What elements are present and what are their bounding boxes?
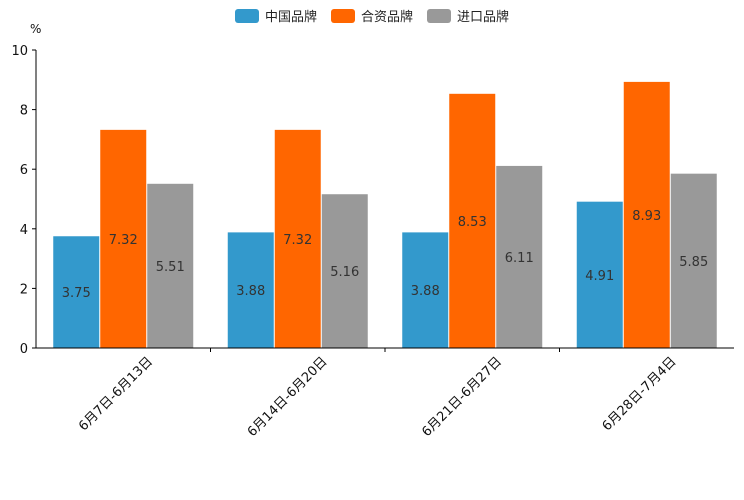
bar-imported-brand: [321, 194, 368, 348]
y-axis: 0 2 4 6 8 10: [11, 44, 37, 357]
y-tick-label: 10: [11, 44, 28, 59]
legend-label: 合资品牌: [361, 9, 413, 25]
bar-imported-brand: [670, 173, 717, 348]
x-axis: 6月7日-6月13日 6月14日-6月20日 6月21日-6月27日 6月28日-7月…: [36, 347, 734, 440]
legend-swatch: [235, 9, 259, 23]
bar-joint-venture-brand: [449, 93, 496, 348]
legend: 中国品牌 合资品牌 进口品牌: [235, 9, 509, 25]
bar-imported-brand: [496, 165, 543, 348]
y-axis-unit-label: %: [30, 22, 41, 36]
bar-china-brand: [402, 232, 449, 348]
bar-value-label: 5.85: [679, 255, 708, 270]
y-tick-label: 8: [20, 104, 28, 119]
bar-value-label: 7.32: [109, 233, 138, 248]
x-category-label: 6月14日-6月20日: [245, 354, 331, 440]
legend-swatch: [427, 9, 451, 23]
bar-china-brand: [227, 232, 274, 348]
bar-value-label: 3.88: [236, 284, 265, 299]
bar-value-label: 8.93: [632, 209, 661, 224]
bar-value-label: 3.75: [62, 286, 91, 301]
y-tick-label: 0: [20, 342, 28, 357]
bar-china-brand: [576, 201, 623, 348]
bar-value-label: 3.88: [411, 284, 440, 299]
x-category-label: 6月7日-6月13日: [76, 354, 156, 434]
bars: 3.75 7.32 5.51 3.88 7.32 5.16 3.88 8.53 6.11 4.91…: [53, 81, 717, 349]
bar-value-label: 6.11: [505, 251, 534, 266]
legend-item[interactable]: 中国品牌: [235, 9, 317, 25]
bar-joint-venture-brand: [274, 129, 321, 348]
y-tick-label: 6: [20, 163, 28, 178]
legend-item[interactable]: 合资品牌: [331, 9, 413, 25]
bar-imported-brand: [147, 183, 194, 348]
bar-value-label: 5.16: [330, 265, 359, 280]
bar-value-label: 7.32: [283, 233, 312, 248]
legend-label: 中国品牌: [265, 9, 317, 25]
bar-value-label: 5.51: [156, 260, 185, 275]
x-category-label: 6月28日-7月4日: [600, 354, 680, 434]
bar-joint-venture-brand: [623, 81, 670, 349]
bar-joint-venture-brand: [100, 129, 147, 348]
y-tick-label: 2: [20, 282, 28, 297]
x-category-label: 6月21日-6月27日: [419, 354, 505, 440]
y-tick-label: 4: [20, 223, 28, 238]
legend-label: 进口品牌: [457, 9, 509, 25]
legend-item[interactable]: 进口品牌: [427, 9, 509, 25]
bar-value-label: 8.53: [458, 215, 487, 230]
legend-swatch: [331, 9, 355, 23]
bar-china-brand: [53, 236, 100, 348]
bar-value-label: 4.91: [585, 269, 614, 284]
